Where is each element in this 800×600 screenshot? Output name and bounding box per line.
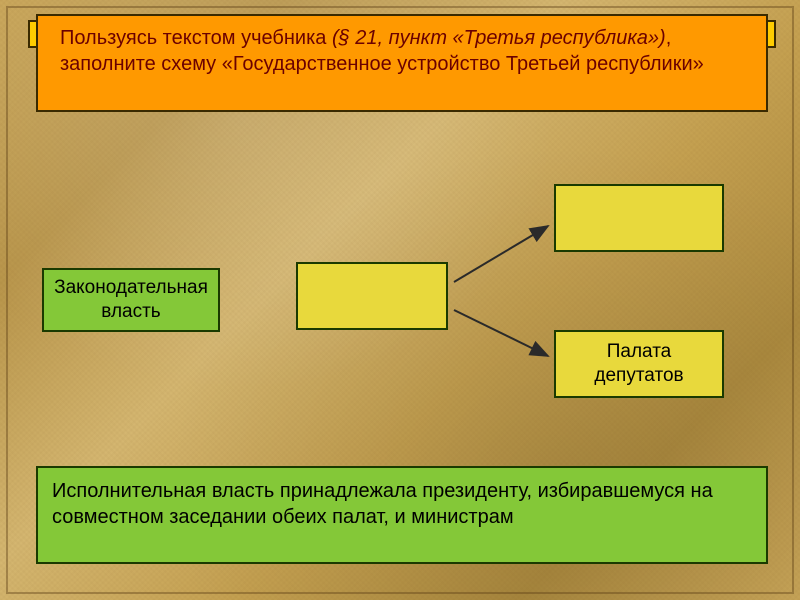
bottom-executive-box: Исполнительная власть принадлежала прези… <box>36 466 768 564</box>
box-top-right-empty <box>554 184 724 252</box>
box-deputies-label: Палата депутатов <box>560 340 718 388</box>
box-legislative-label: Законодательная власть <box>48 276 214 324</box>
box-deputies: Палата депутатов <box>554 330 724 398</box>
box-middle-empty <box>296 262 448 330</box>
box-legislative: Законодательная власть <box>42 268 220 332</box>
task-text-prefix: Пользуясь текстом учебника <box>60 27 332 49</box>
task-text-italic: (§ 21, пункт «Третья республика») <box>332 27 666 49</box>
bottom-text: Исполнительная власть принадлежала прези… <box>52 480 713 528</box>
task-instruction-box: Пользуясь текстом учебника (§ 21, пункт … <box>36 14 768 112</box>
